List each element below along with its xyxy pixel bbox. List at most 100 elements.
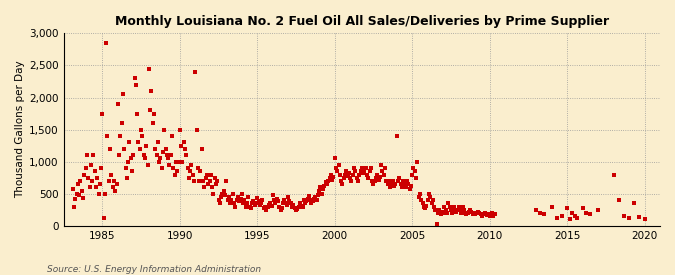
Point (92, 175, 103, 180)
Point (367, 179, 377, 183)
Point (195, 169, 206, 174)
Point (321, 180, 331, 185)
Point (349, 166, 360, 170)
Point (129, 76, 140, 81)
Point (471, 211, 482, 215)
Point (252, 196, 263, 200)
Point (236, 192, 247, 196)
Point (207, 185, 217, 189)
Point (551, 216, 562, 220)
Point (115, 134, 126, 138)
Point (155, 156, 166, 161)
Point (82, 153, 92, 158)
Point (308, 197, 319, 201)
Point (447, 211, 458, 215)
Point (171, 160, 182, 164)
Point (567, 211, 578, 215)
Point (138, 153, 149, 158)
Point (341, 169, 352, 174)
Point (173, 160, 184, 164)
Point (180, 147, 190, 151)
Point (260, 204, 271, 209)
Point (154, 160, 165, 164)
Point (417, 201, 428, 206)
Point (315, 185, 326, 189)
Point (364, 169, 375, 174)
Point (151, 153, 162, 158)
Point (227, 192, 238, 196)
Point (246, 206, 256, 210)
Point (211, 182, 221, 186)
Point (178, 140, 189, 145)
Point (150, 147, 161, 151)
Point (172, 169, 183, 174)
Point (351, 175, 362, 180)
Point (395, 182, 406, 186)
Point (202, 172, 213, 177)
Point (371, 175, 381, 180)
Point (313, 193, 323, 197)
Point (292, 206, 302, 211)
Point (157, 166, 167, 170)
Point (570, 214, 580, 218)
Point (226, 198, 237, 202)
Point (120, 166, 131, 170)
Point (293, 204, 304, 209)
Point (462, 211, 473, 215)
Point (257, 198, 268, 202)
Point (72, 182, 83, 186)
Point (342, 174, 353, 178)
Point (416, 198, 427, 202)
Point (383, 179, 394, 183)
Point (80, 166, 91, 170)
Point (456, 211, 466, 215)
Point (196, 147, 207, 151)
Point (266, 204, 277, 208)
Point (460, 211, 470, 215)
Point (368, 182, 379, 186)
Point (99, 215, 109, 220)
Point (144, 67, 155, 71)
Point (265, 201, 275, 206)
Point (300, 201, 310, 206)
Point (362, 172, 373, 177)
Point (452, 208, 463, 213)
Point (414, 192, 425, 196)
Point (215, 201, 225, 206)
Point (277, 201, 288, 206)
Point (147, 121, 158, 125)
Point (269, 198, 279, 202)
Point (235, 197, 246, 201)
Point (259, 206, 269, 210)
Point (468, 211, 479, 216)
Point (146, 89, 157, 93)
Point (365, 166, 376, 170)
Point (323, 179, 333, 183)
Point (562, 206, 572, 210)
Point (234, 199, 244, 204)
Point (614, 198, 624, 202)
Point (176, 144, 186, 148)
Point (86, 179, 97, 183)
Point (420, 206, 431, 210)
Point (393, 179, 404, 183)
Point (249, 203, 260, 208)
Point (168, 166, 179, 170)
Point (581, 211, 592, 215)
Point (355, 169, 366, 174)
Point (95, 182, 105, 186)
Point (301, 199, 312, 204)
Point (585, 212, 596, 216)
Point (479, 211, 490, 215)
Point (481, 212, 491, 216)
Point (421, 204, 432, 208)
Point (160, 147, 171, 151)
Point (577, 206, 588, 210)
Point (256, 201, 267, 206)
Point (385, 185, 396, 189)
Point (202, 182, 213, 186)
Point (78, 196, 88, 200)
Point (306, 201, 317, 206)
Point (402, 179, 412, 183)
Point (358, 171, 369, 175)
